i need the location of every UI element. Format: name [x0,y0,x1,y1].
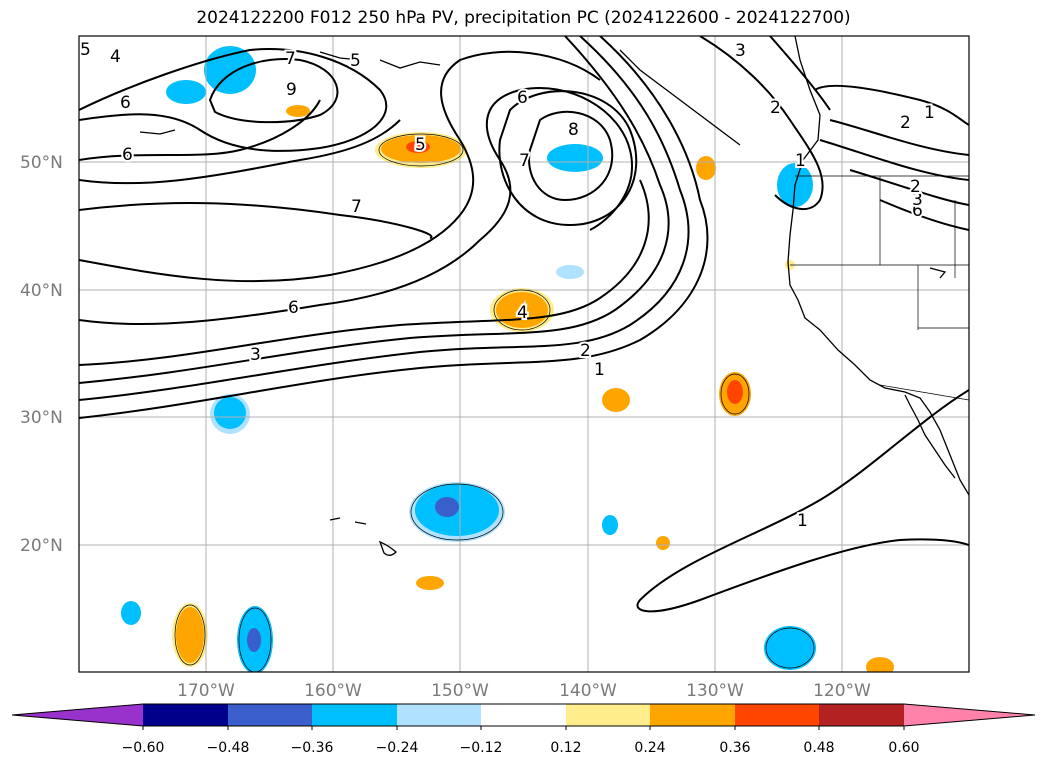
lat-label: 30°N [20,408,63,428]
colorbar-tick-label: −0.24 [376,740,419,756]
pv-contours [79,36,969,613]
coastlines [139,36,969,556]
lon-label: 150°W [431,681,489,701]
lon-label: 130°W [686,681,744,701]
contour-label: 8 [568,120,579,140]
map-area: 5 4 7 6 9 5 6 7 5 6 8 7 6 3 2 1 2 1 2 3 … [79,36,969,672]
graticule [79,36,969,672]
colorbar-segment [228,704,312,726]
colorbar-segment [650,704,735,726]
latitude-labels: 50°N 40°N 30°N 20°N [20,153,63,556]
contour-label: 2 [580,341,591,361]
precip-outlines [174,133,815,672]
contour-label: 1 [797,511,808,531]
contour-label: 6 [120,93,131,113]
colorbar-tick-label: 0.48 [803,740,834,756]
colorbar-segment [819,704,904,726]
colorbar-segment [566,704,650,726]
contour-label: 6 [517,88,528,108]
contour-label: 2 [900,113,911,133]
colorbar-ticks: −0.60 −0.48 −0.36 −0.24 −0.12 0.12 0.24 … [122,740,920,756]
colorbar-segment [312,704,397,726]
map-frame [78,35,970,673]
lat-label: 20°N [20,536,63,556]
contour-label: 1 [594,360,605,380]
colorbar-tick-label: 0.24 [634,740,665,756]
colorbar-tick-label: −0.36 [291,740,334,756]
contour-label: 6 [122,145,133,165]
colorbar-extend-low [12,704,143,726]
contour-label: 4 [517,303,528,323]
lon-label: 160°W [304,681,362,701]
colorbar-extend-high [904,704,1035,726]
precip-anomaly-shading [121,46,894,672]
colorbar-tick-label: −0.60 [122,740,165,756]
contour-label: 7 [519,151,530,171]
contour-label: 3 [912,190,923,210]
contour-label: 3 [735,41,746,61]
colorbar [11,703,1036,730]
contour-label: 2 [910,177,921,197]
contour-label: 1 [795,151,806,171]
contour-label: 5 [415,135,426,155]
colorbar-tick-label: 0.36 [719,740,750,756]
colorbar-tick-label: 0.60 [888,740,919,756]
state-borders [790,175,969,401]
contour-label: 1 [924,103,935,123]
contour-label: 4 [110,47,121,67]
contour-label: 5 [80,40,91,60]
colorbar-segment [481,704,566,726]
lon-label: 140°W [559,681,617,701]
colorbar-segment [735,704,819,726]
lat-label: 40°N [20,281,63,301]
contour-label: 7 [285,51,296,71]
lon-label: 120°W [813,681,871,701]
contour-label: 6 [912,201,923,221]
contour-label: 7 [285,49,296,69]
contour-labels: 5 4 7 6 9 5 6 7 5 6 8 7 6 3 2 1 2 1 2 3 … [79,38,937,533]
contour-label: 6 [288,298,299,318]
contour-label: 9 [286,80,297,100]
contour-label: 7 [351,197,362,217]
contour-label: 2 [770,98,781,118]
lon-label: 170°W [177,681,235,701]
longitude-labels: 170°W 160°W 150°W 140°W 130°W 120°W [177,681,871,701]
colorbar-segment [397,704,481,726]
colorbar-tick-label: −0.48 [207,740,250,756]
map-title: 2024122200 F012 250 hPa PV, precipitatio… [196,8,851,28]
colorbar-segment [143,704,228,726]
contour-label: 5 [350,51,361,71]
contour-label: 3 [250,345,261,365]
colorbar-tick-label: 0.12 [550,740,581,756]
colorbar-tick-label: −0.12 [460,740,503,756]
lat-label: 50°N [20,153,63,173]
